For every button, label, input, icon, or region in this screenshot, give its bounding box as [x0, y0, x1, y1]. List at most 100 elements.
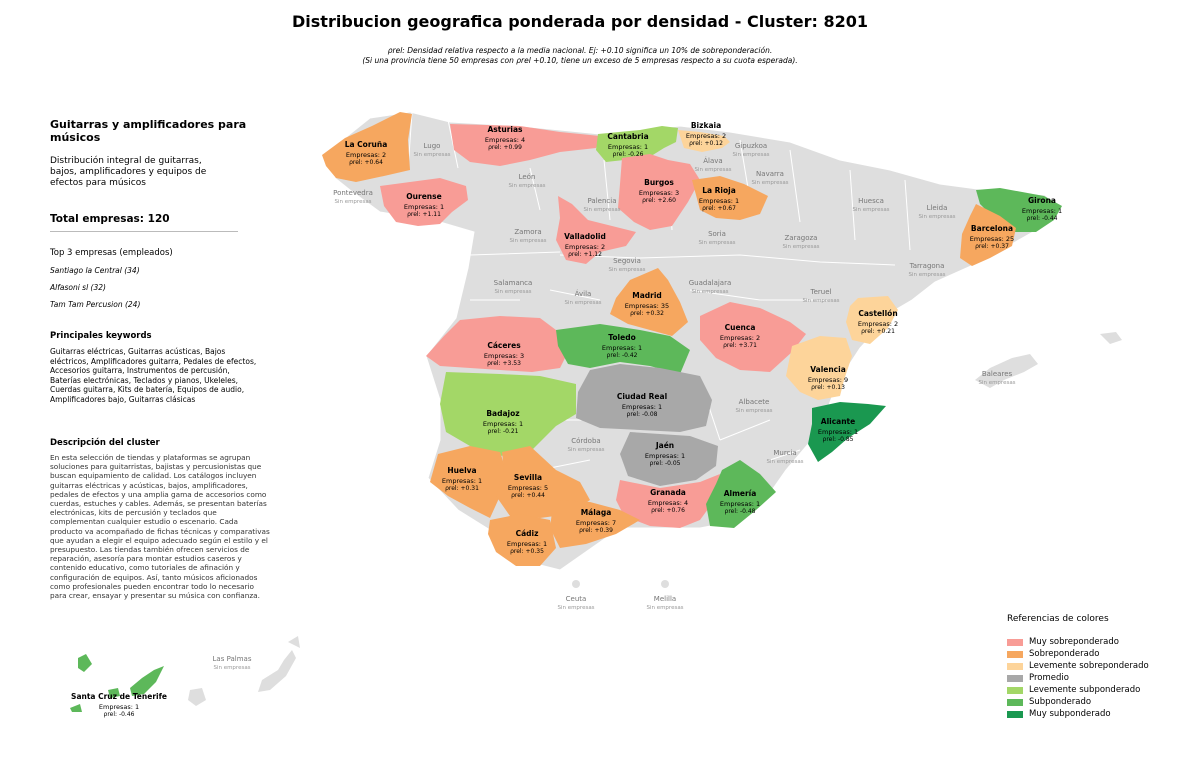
province-companies-label: Empresas: 3 [639, 189, 679, 197]
total-companies: Total empresas: 120 [50, 213, 170, 225]
province-rho-label: ρrel: -0.85 [823, 436, 854, 443]
province-rho-label: ρrel: +0.32 [630, 310, 664, 317]
province-castellon [846, 296, 898, 344]
legend-item: Subponderado [1007, 696, 1149, 708]
keywords-list: Guitarras eléctricas, Guitarras acústica… [50, 347, 257, 404]
province-a-coruna [322, 112, 412, 182]
province-rho-label: ρrel: +0.44 [511, 492, 545, 499]
province-empty-label: Sin empresas [557, 605, 594, 611]
legend-swatch [1007, 674, 1023, 682]
province-companies-label: Empresas: 2 [720, 334, 760, 342]
province-toledo [556, 324, 690, 374]
province-name-label: Teruel [810, 288, 832, 296]
province-empty-label: Sin empresas [698, 240, 735, 246]
province-rho-label: ρrel: -0.42 [607, 352, 638, 359]
province-empty-label: Sin empresas [508, 183, 545, 189]
subtitle-line-1: ρrel: Densidad relativa respecto a la me… [387, 46, 773, 55]
province-rho-label: ρrel: +0.39 [579, 527, 613, 534]
province-barcelona [960, 204, 1016, 266]
legend-swatch [1007, 638, 1023, 646]
legend-item: Levemente sobreponderado [1007, 660, 1149, 672]
province-name-label: Huesca [858, 197, 884, 205]
province-name-label: Ciudad Real [617, 392, 667, 401]
province-empty-label: Sin empresas [908, 272, 945, 278]
province-companies-label: Empresas: 1 [507, 540, 547, 548]
province-name-label: Segovia [613, 257, 641, 265]
province-bizkaia [678, 130, 730, 152]
province-name-label: Castellón [858, 309, 897, 318]
province-name-label: Gipuzkoa [735, 142, 767, 150]
province-rho-label: ρrel: -0.21 [488, 428, 519, 435]
province-name-label: Sevilla [514, 473, 542, 482]
province-name-label: Ceuta [566, 595, 587, 603]
province-companies-label: Empresas: 1 [99, 703, 139, 711]
province-empty-label: Sin empresas [494, 289, 531, 295]
color-legend: Referencias de colores Muy sobreponderad… [1007, 614, 1149, 720]
province-name-label: Pontevedra [333, 189, 373, 197]
cluster-sidebar: Guitarras y amplificadores para músicos … [50, 118, 275, 600]
province-rho-label: ρrel: -0.05 [650, 460, 681, 467]
top-companies-label: Top 3 empresas (empleados) [50, 248, 173, 258]
province-companies-label: Empresas: 1 [818, 428, 858, 436]
province-companies-label: Empresas: 1 [442, 477, 482, 485]
legend-swatch [1007, 662, 1023, 670]
province-empty-label: Sin empresas [509, 238, 546, 244]
province-valladolid [556, 196, 636, 264]
province-name-label: Cantabria [607, 132, 648, 141]
legend-item: Levemente subponderado [1007, 684, 1149, 696]
province-empty-label: Sin empresas [567, 447, 604, 453]
province-empty-label: Sin empresas [918, 214, 955, 220]
cluster-description-text: En esta selección de tiendas y plataform… [50, 453, 270, 601]
province-name-label: Navarra [756, 170, 784, 178]
province-companies-label: Empresas: 1 [699, 197, 739, 205]
province-companies-label: Empresas: 1 [608, 143, 648, 151]
province-companies-label: Empresas: 25 [970, 235, 1014, 243]
legend-swatch [1007, 686, 1023, 694]
province-rho-label: ρrel: +1.11 [407, 211, 441, 218]
province-empty-label: Sin empresas [646, 605, 683, 611]
province-melilla [661, 580, 669, 588]
province-companies-label: Empresas: 3 [484, 352, 524, 360]
province-ciudad-real [576, 364, 712, 432]
province-empty-label: Sin empresas [802, 298, 839, 304]
province-name-label: Álava [703, 156, 722, 165]
province-name-label: Soria [708, 230, 726, 238]
province-companies-label: Empresas: 1 [720, 500, 760, 508]
province-huelva [430, 446, 506, 518]
subtitle-line-2: (Si una provincia tiene 50 empresas con … [362, 56, 798, 65]
top-company-1: Santiago la Central (34) [50, 266, 140, 275]
province-name-label: Granada [650, 488, 686, 497]
province-name-label: Palencia [588, 197, 617, 205]
province-malaga [550, 500, 640, 548]
legend-item: Sobreponderado [1007, 648, 1149, 660]
legend-label: Promedio [1029, 673, 1069, 683]
legend-title: Referencias de colores [1007, 614, 1109, 624]
cluster-description-heading: Descripción del cluster [50, 438, 160, 448]
cluster-heading: Guitarras y amplificadores para músicos [50, 118, 247, 144]
province-name-label: Burgos [644, 178, 674, 187]
legend-label: Levemente subponderado [1029, 685, 1141, 695]
province-name-label: Valencia [810, 365, 846, 374]
province-name-label: Las Palmas [213, 655, 252, 663]
province-baleares [975, 332, 1122, 388]
map-title: Distribucion geografica ponderada por de… [292, 12, 868, 31]
province-rho-label: ρrel: +0.35 [510, 548, 544, 555]
province-cuenca [700, 302, 806, 372]
province-name-label: Badajoz [486, 409, 519, 418]
province-name-label: Lugo [424, 142, 441, 150]
province-ceuta [572, 580, 580, 588]
province-empty-label: Sin empresas [583, 207, 620, 213]
province-jaen [620, 432, 718, 486]
province-rho-label: ρrel: -0.48 [725, 508, 756, 515]
province-name-label: Jaén [655, 441, 674, 450]
province-companies-label: Empresas: 7 [576, 519, 616, 527]
province-empty-label: Sin empresas [694, 167, 731, 173]
province-companies-label: Empresas: 1 [404, 203, 444, 211]
province-santa-cruz-de-tenerife [70, 654, 164, 712]
province-rho-label: ρrel: +0.67 [702, 205, 736, 212]
province-name-label: León [519, 173, 536, 181]
province-rho-label: ρrel: +0.76 [651, 507, 685, 514]
province-empty-label: Sin empresas [735, 408, 772, 414]
province-companies-label: Empresas: 2 [858, 320, 898, 328]
province-la-rioja [692, 176, 768, 220]
